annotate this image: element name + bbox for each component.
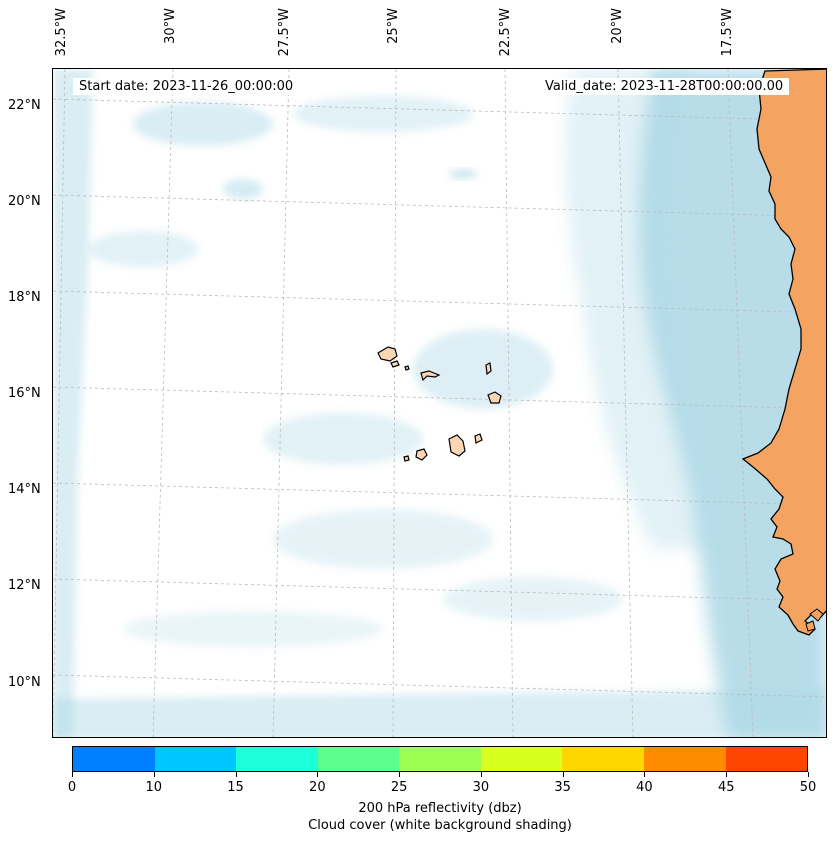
meridian-line bbox=[272, 69, 290, 737]
colorbar-tick bbox=[480, 772, 482, 777]
latitude-label: 18°N bbox=[8, 290, 41, 305]
meridian-line bbox=[53, 69, 66, 737]
longitude-label: 20°W bbox=[610, 8, 625, 44]
coastal-islet bbox=[805, 620, 816, 632]
longitude-label: 17.5°W bbox=[720, 8, 735, 57]
map-canvas bbox=[53, 69, 826, 737]
island-sao-nicolau bbox=[420, 370, 441, 382]
graticule bbox=[53, 69, 826, 737]
colorbar-tick-label: 40 bbox=[636, 780, 653, 795]
latitude-label: 20°N bbox=[8, 194, 41, 209]
colorbar-tick-label: 30 bbox=[472, 780, 490, 795]
cloud-patch bbox=[443, 577, 623, 621]
colorbar-tick-label: 45 bbox=[717, 780, 735, 795]
cape-verde-islands bbox=[377, 346, 502, 462]
colorbar-tick bbox=[317, 772, 319, 777]
colorbar-tick-label: 15 bbox=[227, 780, 244, 795]
cloud-patch bbox=[263, 413, 423, 465]
colorbar-tick bbox=[153, 772, 155, 777]
cloud-band-east-outer bbox=[565, 69, 713, 549]
longitude-label: 22.5°W bbox=[498, 8, 513, 57]
colorbar-segment bbox=[480, 747, 563, 771]
island-maio bbox=[474, 433, 483, 444]
colorbar-tick bbox=[235, 772, 237, 777]
colorbar-segment bbox=[317, 747, 400, 771]
colorbar-tick-label: 20 bbox=[309, 780, 326, 795]
colorbar-tick bbox=[726, 772, 728, 777]
colorbar-tick bbox=[808, 772, 809, 777]
colorbar-tick-label: 0 bbox=[67, 780, 77, 795]
meridian-line bbox=[504, 69, 514, 737]
island-sao-vicente bbox=[390, 360, 400, 368]
colorbar-segment bbox=[399, 747, 481, 771]
colorbar-tick-label: 10 bbox=[145, 780, 163, 795]
island-santiago bbox=[448, 434, 466, 457]
colorbar-tick bbox=[72, 772, 73, 777]
island-sal bbox=[485, 362, 492, 376]
longitude-label: 27.5°W bbox=[277, 8, 292, 57]
colorbar-label-reflectivity: 200 hPa reflectivity (dbz) bbox=[358, 801, 522, 816]
island-brava bbox=[403, 455, 410, 462]
map-panel bbox=[52, 68, 827, 738]
latitude-label: 10°N bbox=[8, 675, 41, 690]
colorbar-tick bbox=[644, 772, 646, 777]
meridian-line bbox=[617, 69, 634, 737]
island-santa-luzia bbox=[404, 365, 410, 371]
colorbar-segment bbox=[154, 747, 237, 771]
colorbar-segment bbox=[725, 747, 808, 771]
longitude-label: 25°W bbox=[386, 8, 401, 44]
meridian-line bbox=[392, 69, 397, 737]
cloud-patch bbox=[88, 231, 198, 267]
valid-date-label: Valid_date: 2023-11-28T00:00:00.00 bbox=[539, 78, 790, 95]
latitude-label: 14°N bbox=[8, 482, 41, 497]
colorbar-segment bbox=[643, 747, 726, 771]
colorbar-tick-label: 35 bbox=[554, 780, 571, 795]
colorbar-tick bbox=[399, 772, 401, 777]
colorbar-segment bbox=[236, 747, 318, 771]
longitude-label: 32.5°W bbox=[54, 8, 69, 57]
cloud-patch bbox=[133, 102, 273, 146]
colorbar-tick-label: 50 bbox=[799, 780, 817, 795]
latitude-label: 22°N bbox=[8, 98, 41, 113]
meridian-line bbox=[727, 69, 754, 737]
cloud-patch bbox=[449, 169, 477, 179]
island-boa-vista bbox=[487, 391, 502, 404]
longitude-label: 30°W bbox=[163, 8, 178, 44]
colorbar-label-cloud-cover: Cloud cover (white background shading) bbox=[308, 818, 572, 833]
colorbar-segment bbox=[562, 747, 644, 771]
cloud-cover-shading bbox=[53, 69, 826, 737]
cloud-patch bbox=[123, 611, 383, 647]
colorbar-tick-label: 25 bbox=[390, 780, 408, 795]
cloud-patch bbox=[223, 179, 263, 199]
coastal-islet bbox=[809, 608, 824, 622]
colorbar-segment bbox=[73, 747, 155, 771]
reflectivity-colorbar bbox=[72, 746, 808, 772]
latitude-label: 16°N bbox=[8, 386, 41, 401]
start-date-label: Start date: 2023-11-26_00:00:00 bbox=[73, 78, 300, 95]
latitude-label: 12°N bbox=[8, 578, 41, 593]
cloud-patch bbox=[293, 96, 473, 132]
colorbar-tick bbox=[562, 772, 564, 777]
west-africa-land bbox=[741, 69, 826, 636]
cloud-band-south bbox=[53, 689, 826, 737]
island-santo-antao bbox=[377, 346, 398, 362]
cloud-band-west bbox=[53, 69, 93, 737]
cloud-patch bbox=[273, 509, 493, 569]
cloud-patch bbox=[413, 329, 553, 409]
meridian-line bbox=[152, 69, 174, 737]
island-fogo bbox=[415, 448, 428, 461]
